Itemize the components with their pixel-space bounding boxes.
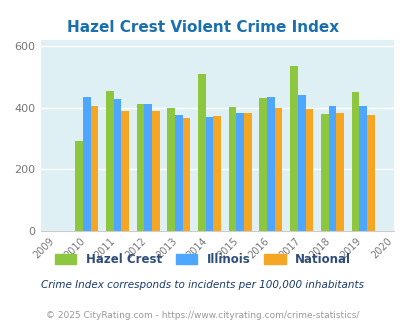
Bar <box>121 111 128 231</box>
Bar <box>213 116 220 231</box>
Bar <box>366 115 374 231</box>
Bar <box>198 75 205 231</box>
Bar <box>358 106 366 231</box>
Bar <box>83 97 90 231</box>
Bar <box>228 107 236 231</box>
Bar <box>328 106 335 231</box>
Bar <box>320 114 328 231</box>
Bar <box>205 117 213 231</box>
Bar <box>113 99 121 231</box>
Bar <box>266 97 274 231</box>
Text: © 2025 CityRating.com - https://www.cityrating.com/crime-statistics/: © 2025 CityRating.com - https://www.city… <box>46 311 359 320</box>
Bar <box>175 115 182 231</box>
Bar <box>136 104 144 231</box>
Bar <box>335 113 343 231</box>
Bar <box>236 114 243 231</box>
Bar <box>106 90 113 231</box>
Bar <box>151 111 159 231</box>
Bar <box>351 92 358 231</box>
Bar <box>297 95 305 231</box>
Bar <box>75 141 83 231</box>
Bar <box>144 104 151 231</box>
Bar <box>305 109 312 231</box>
Bar <box>274 108 282 231</box>
Bar <box>243 113 251 231</box>
Text: Crime Index corresponds to incidents per 100,000 inhabitants: Crime Index corresponds to incidents per… <box>41 280 364 290</box>
Bar <box>167 109 175 231</box>
Bar <box>90 106 98 231</box>
Legend: Hazel Crest, Illinois, National: Hazel Crest, Illinois, National <box>50 248 355 271</box>
Bar <box>182 118 190 231</box>
Bar <box>290 66 297 231</box>
Text: Hazel Crest Violent Crime Index: Hazel Crest Violent Crime Index <box>67 20 338 35</box>
Bar <box>259 98 266 231</box>
